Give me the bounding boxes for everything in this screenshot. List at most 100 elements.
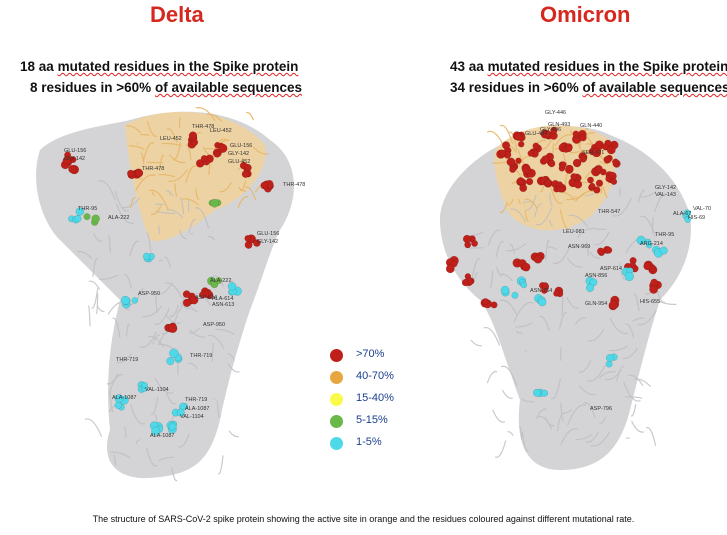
residue-sphere [176,408,185,417]
ribbon-strand [88,280,101,290]
residue-label: GLN-954 [585,301,607,307]
residue-sphere [200,155,208,162]
residue-label: VAL-70 [693,206,711,212]
ribbon-strand [237,196,249,209]
ribbon-strand [587,329,605,342]
ribbon-strand [550,186,562,205]
residue-sphere [547,159,556,168]
ribbon-strand [524,349,527,352]
residue-sphere [210,280,219,289]
residue-sphere [151,426,161,436]
delta-common-text: of available sequences [154,80,303,95]
ribbon-strand [507,431,514,436]
residue-label: ASN-969 [568,244,590,250]
ribbon-strand [561,296,564,316]
ribbon-strand [140,152,145,165]
residue-sphere [624,271,635,282]
ribbon-strand [112,317,121,338]
residue-sphere [612,158,619,166]
residue-label: THR-95 [655,232,674,238]
ribbon-strand [128,145,145,151]
ribbon-strand [129,404,146,425]
legend-swatch [330,371,343,384]
ribbon-strand [487,229,501,246]
residue-sphere [644,238,652,246]
residue-sphere [565,144,573,153]
ribbon-strand [546,246,558,251]
ribbon-strand [558,312,568,330]
figure-caption: The structure of SARS-CoV-2 spike protei… [92,514,635,524]
ribbon-strand [578,360,592,373]
residue-sphere [579,134,587,142]
residue-sphere [559,161,567,169]
residue-sphere [572,158,582,168]
legend-swatch [330,415,343,428]
residue-sphere [189,295,199,305]
ribbon-strand [561,408,573,414]
ribbon-strand [559,191,576,201]
legend-label: 15-40% [356,392,394,404]
ribbon-strand [630,404,637,417]
residue-label: HIS-655 [640,299,660,305]
ribbon-strand [176,293,186,313]
residue-label: VAL-1104 [180,414,204,420]
ribbon-strand [98,180,116,201]
ribbon-strand [92,258,99,277]
residue-sphere [605,354,614,362]
residue-label: ALA-222 [108,215,129,221]
ribbon-strand [559,347,562,361]
ribbon-strand [526,194,537,211]
ribbon-strand [166,128,178,143]
residue-sphere [541,155,550,164]
ribbon-strand [125,323,130,337]
ribbon-strand [93,233,103,242]
ribbon-strand [107,235,112,253]
residue-sphere [241,170,250,178]
ribbon-strand [544,417,555,427]
residue-sphere [62,156,72,166]
ribbon-strand [521,431,529,452]
ribbon-strand [524,209,530,222]
residue-label: ALA-1087 [185,406,209,412]
residue-sphere [509,165,517,173]
ribbon-strand [559,209,571,230]
delta-title: Delta [150,2,204,27]
ribbon-strand [154,377,174,394]
residue-sphere [218,143,228,153]
ribbon-strand [515,330,523,334]
ribbon-strand [518,155,531,166]
ribbon-strand [534,203,543,218]
ribbon-strand [489,270,494,288]
ribbon-strand [151,191,156,196]
residue-label: GLN-493 [548,122,570,128]
ribbon-strand [496,267,503,277]
ribbon-strand [114,190,130,212]
residue-label: ASN-764 [530,288,552,294]
ribbon-strand [215,328,235,335]
ribbon-strand [171,467,178,482]
delta-spike-structure: GLU-156GLY-142THR-478LEU-452LEU-452THR-4… [36,107,305,482]
legend-label: 5-15% [356,414,388,426]
ribbon-strand [179,302,191,310]
residue-label: ASP-614 [195,295,217,301]
residue-label: ASN-856 [585,273,607,279]
residue-label: VAL-1104 [145,387,169,393]
ribbon-strand [639,190,657,198]
residue-sphere [244,235,252,242]
residue-label: THR-719 [185,397,207,403]
legend-swatch [330,437,343,450]
ribbon-strand [112,454,117,467]
residue-sphere [588,182,596,190]
ribbon-strand [155,295,159,313]
ribbon-strand [639,215,656,237]
residue-sphere [215,277,223,284]
ribbon-strand [501,389,513,399]
residue-label: ALA-614 [212,296,233,302]
ribbon-strand [252,146,269,155]
ribbon-strand [509,243,516,255]
ribbon-strand [590,431,610,447]
ribbon-strand [618,187,622,197]
residue-label: GLY-446 [545,110,566,116]
